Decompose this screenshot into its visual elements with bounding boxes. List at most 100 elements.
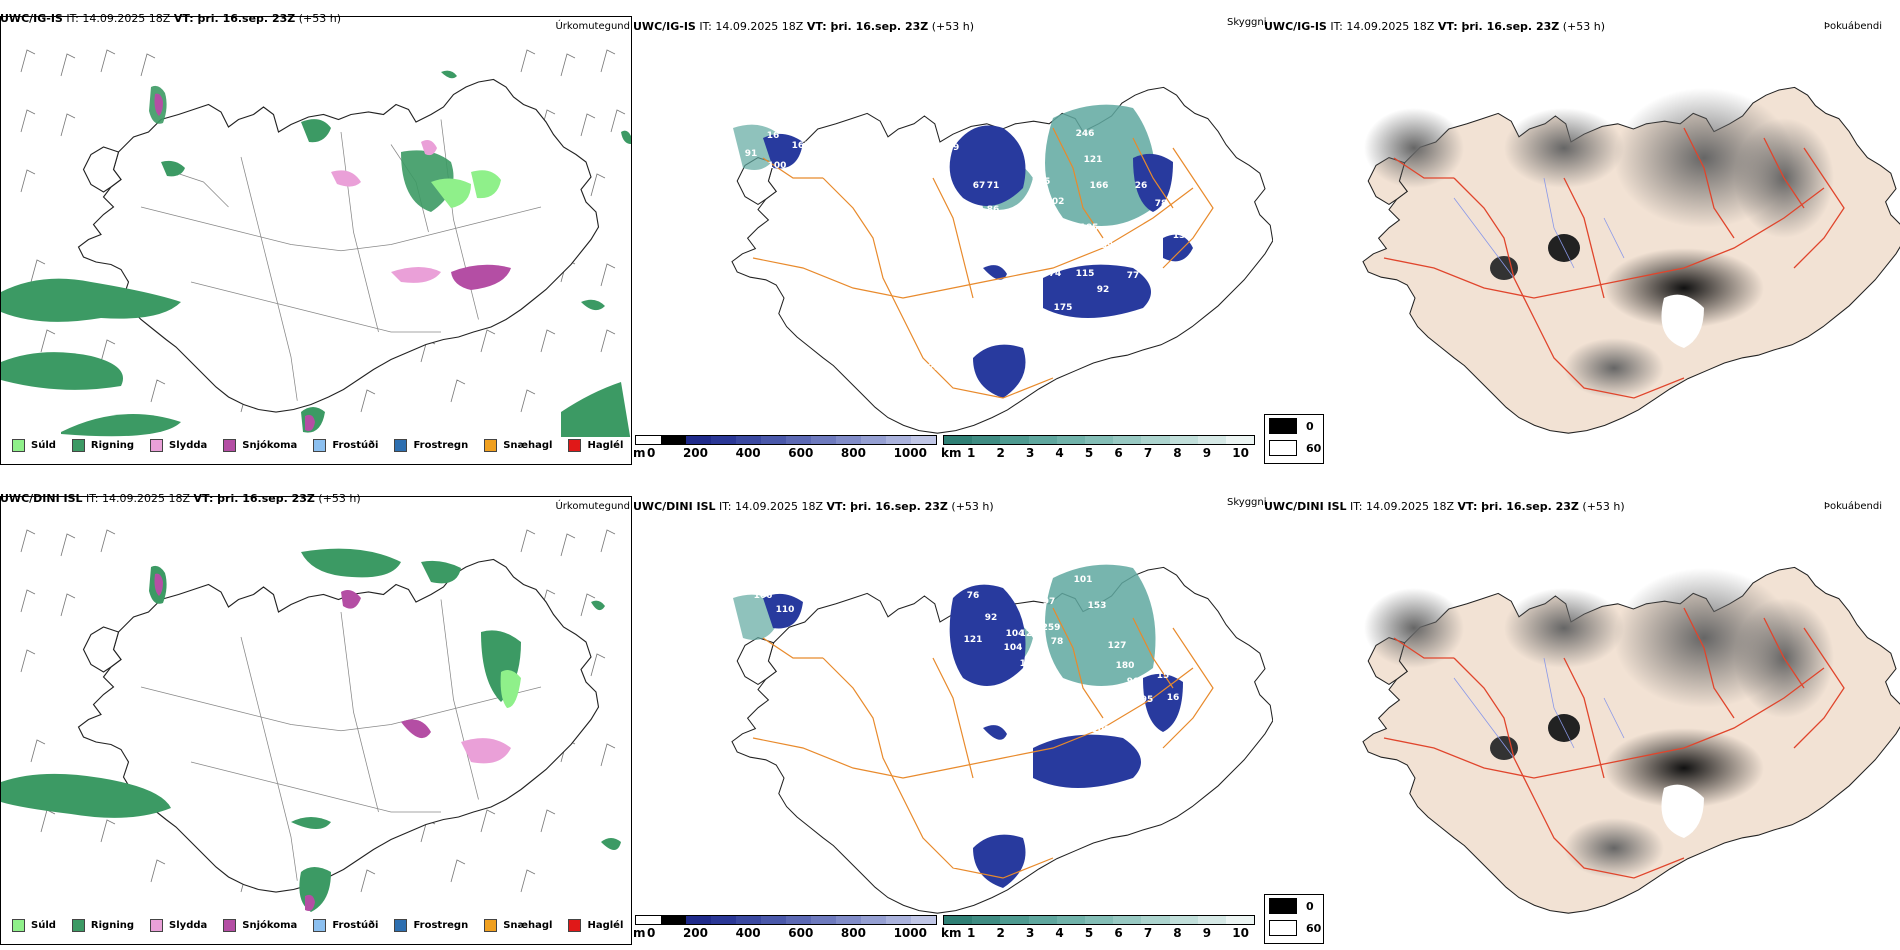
it-value: 14.09.2025 18Z [102,492,191,505]
fog-map-1 [1362,86,1900,434]
value-label: 145 [1032,177,1051,187]
it-value: 14.09.2025 18Z [735,500,824,513]
value-label: 104 [1004,643,1023,653]
fog-title: Þokuábendi [1823,21,1882,32]
vt-label: VT: þri. 16.sep. 23Z [193,492,315,505]
it-value: 14.09.2025 18Z [82,12,171,25]
legend-swatch [12,438,25,452]
value-label: 66 [957,701,970,711]
precip-map-frame [0,496,632,945]
value-label: 110 [776,605,795,615]
fog-header-2: UWC/DINI ISL IT: 14.09.2025 18Z VT: þri.… [1264,500,1625,514]
fog-panel-1: UWC/IG-IS IT: 14.09.2025 18Z VT: þri. 16… [1264,12,1900,464]
value-label: 71 [935,709,948,719]
lead-time: (+53 h) [931,20,974,33]
value-label: 90 [1127,677,1140,687]
value-label: 180 [1020,659,1039,669]
value-label: 147 [1038,703,1057,713]
visibility-ticks-2: 1 2 3 4 5 6 7 8 9 10 [967,926,1249,940]
value-label: 180 [1116,661,1135,671]
value-label: 153 [1088,601,1107,611]
vt-label: VT: þri. 16.sep. 23Z [1457,500,1579,513]
value-label: 121 [964,635,983,645]
roads [752,607,1214,879]
model-name: UWC/DINI ISL [633,500,716,513]
cloud-header-1: UWC/IG-IS IT: 14.09.2025 18Z VT: þri. 16… [633,20,974,34]
value-label: 89 [1101,241,1114,251]
precip-panel-2: UWC/DINI ISL IT: 14.09.2025 18Z VT: þri.… [0,492,632,945]
model-name: UWC/DINI ISL [0,492,83,505]
it-value: 14.09.2025 18Z [1346,20,1435,33]
precip-header-1: UWC/IG-IS IT: 14.09.2025 18Z VT: þri. 16… [0,12,341,26]
value-label: 165 [792,141,811,151]
precip-map-frame [0,16,632,465]
value-label: 92 [985,613,998,623]
legend-swatch [484,438,498,452]
value-label: 90 [797,195,810,205]
roads [752,127,1214,399]
value-label: 37 [953,861,966,871]
legend-frostregn: Frostregn [394,918,468,932]
legend-haglel: Haglél [568,438,623,452]
value-label: 13 [1145,227,1158,237]
legend-swatch [394,918,408,932]
value-label: 109 [1092,725,1111,735]
visibility-colorbar-1 [943,435,1255,445]
value-label: 15 [1157,671,1170,681]
value-label: 166 [1090,181,1109,191]
cloud-base-ticks-1: 0 200 400 600 800 1000 [647,446,927,460]
visibility-ticks-1: 1 2 3 4 5 6 7 8 9 10 [967,446,1249,460]
value-label: 79 [1021,277,1034,287]
cloud-panel-2: UWC/DINI ISL IT: 14.09.2025 18Z VT: þri.… [633,492,1273,944]
legend-swatch [484,918,498,932]
legend-swatch [1269,920,1297,936]
value-label: 115 [1076,269,1095,279]
value-label: 52 [1137,249,1150,259]
visibility-unit: km [941,446,962,460]
legend-snaehagl: Snæhagl [484,918,552,932]
value-label: 26 [1135,181,1148,191]
value-label: 101 [822,685,841,695]
fog-title: Þokuábendi [1823,501,1882,512]
value-label: 134 [1024,241,1043,251]
model-name: UWC/IG-IS [1264,20,1327,33]
legend-swatch [71,438,85,452]
fog-legend-item: 0 [1265,415,1323,437]
it-label: IT: [86,492,99,505]
lead-time: (+53 h) [1582,500,1625,513]
legend-swatch [313,438,327,452]
legend-swatch [71,918,85,932]
precip-areas [1,70,631,437]
cloud-base-colorbar-1 [635,435,937,445]
vt-label: VT: þri. 16.sep. 23Z [806,20,929,33]
it-value: 14.09.2025 18Z [1366,500,1455,513]
it-value: 14.09.2025 18Z [715,20,804,33]
lead-time: (+53 h) [1562,20,1605,33]
visibility-title: Skyggni [1227,17,1267,28]
vt-label: VT: þri. 16.sep. 23Z [826,500,948,513]
value-label: 78 [1051,637,1064,647]
cloud-base-values: 110 88 106 110 79 76 104 121 92 97 101 1… [754,569,1180,871]
value-label: 13 [1173,231,1186,241]
legend-swatch [223,438,237,452]
value-label: 48 [931,393,944,403]
legend-frostudi: Frostúði [313,438,378,452]
fog-legend-1: 0 60 [1264,414,1324,464]
legend-slydda: Slydda [150,918,207,932]
value-label: 66 [937,839,950,849]
value-label: 120 [1020,629,1039,639]
fog-panel-2: UWC/DINI ISL IT: 14.09.2025 18Z VT: þri.… [1264,492,1900,944]
value-label: 102 [1046,197,1065,207]
value-label: 175 [1054,303,1073,313]
precip-type-title: Úrkomutegund [555,21,630,32]
model-name: UWC/DINI ISL [1264,500,1347,513]
legend-swatch [1269,418,1297,434]
value-label: 246 [1076,129,1095,139]
value-label: 80 [943,191,956,201]
value-label: 95 [1141,695,1154,705]
value-label: 13 [1115,703,1128,713]
value-label: 127 [1108,641,1127,651]
legend-snjokoma: Snjókoma [223,918,297,932]
precip-map-2 [1,529,621,912]
cloud-base-areas [763,125,1193,398]
